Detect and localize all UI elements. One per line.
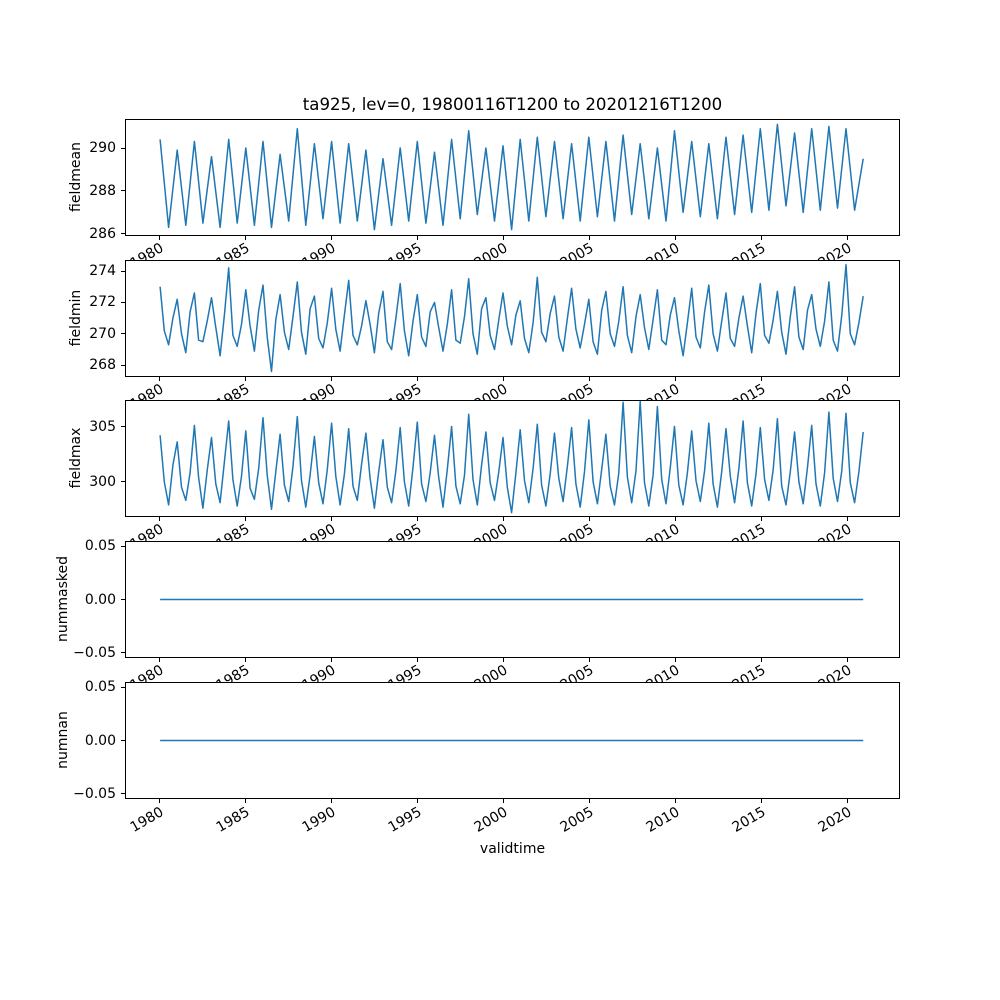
x-tick-label-clipped: 2020 xyxy=(815,240,855,260)
subplot-numnan: numnan 0.05 0.00 −0.05 1980 1985 1990 1995 200… xyxy=(0,679,1000,836)
x-tick-label: 1980 xyxy=(128,804,167,836)
x-tick-label: 2000 xyxy=(471,804,511,836)
x-tick-label-clipped: 2010 xyxy=(643,381,683,401)
x-tick-label: 1990 xyxy=(299,804,339,836)
subplot-fieldmax: fieldmax 300 305 1980 1985 1990 1995 2000 2005… xyxy=(0,400,1000,541)
subplot-nummasked: nummasked 0.05 0.00 −0.05 1980 1985 1990 1995… xyxy=(0,538,1000,682)
x-tick-label-clipped: 1990 xyxy=(299,662,339,682)
line-chart xyxy=(160,739,864,742)
x-tick-label-clipped: 1995 xyxy=(385,521,425,541)
line-series xyxy=(159,263,864,373)
x-tick-mark xyxy=(503,799,504,803)
subplot-fieldmin: fieldmin 268 270 272 274 1980 1985 1990 1995 20… xyxy=(0,260,1000,401)
x-tick-label-clipped: 2015 xyxy=(729,381,769,401)
line-series xyxy=(159,400,864,514)
line-chart xyxy=(160,598,864,601)
x-tick-label-clipped: 1985 xyxy=(213,521,253,541)
x-tick-mark xyxy=(245,799,247,803)
x-tick-label-clipped: 2020 xyxy=(815,662,855,682)
x-tick-label-clipped: 1980 xyxy=(128,662,167,682)
line-chart xyxy=(159,400,864,514)
x-tick-label-clipped: 1995 xyxy=(385,240,425,260)
x-tick-label-clipped: 2010 xyxy=(643,240,683,260)
x-tick-label-clipped: 1980 xyxy=(128,240,167,260)
line-chart xyxy=(159,123,864,231)
x-tick-label-clipped: 2005 xyxy=(557,662,597,682)
x-tick-label: 1985 xyxy=(213,804,253,836)
x-tick-label-clipped: 2005 xyxy=(557,521,597,541)
x-tick-mark xyxy=(417,799,419,803)
x-tick-label-clipped: 2020 xyxy=(815,381,855,401)
x-tick-mark xyxy=(674,799,676,803)
x-tick-label-clipped: 2010 xyxy=(643,521,683,541)
x-tick-label-clipped: 1990 xyxy=(299,521,339,541)
x-tick-label: 2015 xyxy=(729,804,769,836)
y-tick-label: −0.05 xyxy=(73,644,116,661)
x-tick-label-clipped: 2000 xyxy=(471,381,511,401)
x-tick-mark xyxy=(760,799,762,803)
x-tick-label: 2010 xyxy=(643,804,683,836)
x-tick-mark xyxy=(331,799,333,803)
x-axis-label: validtime xyxy=(479,841,546,857)
figure-title: ta925, lev=0, 19800116T1200 to 20201216T… xyxy=(302,95,723,114)
x-tick-label-clipped: 1985 xyxy=(213,662,253,682)
x-tick-label: 1995 xyxy=(385,804,425,836)
x-tick-label-clipped: 1985 xyxy=(213,381,253,401)
x-tick-label-clipped: 1995 xyxy=(385,662,425,682)
x-tick-label-clipped: 1980 xyxy=(128,381,167,401)
x-tick-label-clipped: 1985 xyxy=(213,240,253,260)
x-tick-label: 2005 xyxy=(557,804,597,836)
x-tick-label-clipped: 1980 xyxy=(128,521,167,541)
y-tick-label: 0.00 xyxy=(84,732,116,749)
line-series xyxy=(159,123,864,231)
line-chart xyxy=(159,263,864,373)
x-tick-mark xyxy=(589,799,590,803)
x-tick-label-clipped: 2000 xyxy=(471,662,511,682)
x-tick-label-clipped: 2015 xyxy=(729,662,769,682)
x-tick-label: 2020 xyxy=(815,804,855,836)
x-tick-label-clipped: 2005 xyxy=(557,240,597,260)
x-tick-label-clipped: 2020 xyxy=(815,521,855,541)
x-tick-label-clipped: 1995 xyxy=(385,381,425,401)
x-tick-mark xyxy=(159,799,161,803)
x-tick-label-clipped: 2010 xyxy=(643,662,683,682)
subplot-fieldmean: fieldmean 286 288 290 1980 1985 1990 1995 2000… xyxy=(0,119,1000,260)
x-tick-labels-clipped: 1980 1985 1990 1995 2000 2005 2010 2015 2020 xyxy=(0,520,1000,541)
x-tick-labels-clipped: 1980 1985 1990 1995 2000 2005 2010 2015 2020 xyxy=(0,661,1000,682)
x-tick-label-clipped: 2015 xyxy=(729,240,769,260)
x-tick-label-clipped: 1990 xyxy=(299,240,339,260)
x-tick-label-clipped: 2005 xyxy=(557,381,597,401)
y-tick-label: −0.05 xyxy=(73,785,116,802)
x-tick-labels-clipped: 1980 1985 1990 1995 2000 2005 2010 2015 2020 xyxy=(0,239,1000,260)
x-tick-label-clipped: 2015 xyxy=(729,521,769,541)
x-tick-mark xyxy=(846,799,848,803)
x-tick-labels-clipped: 1980 1985 1990 1995 2000 2005 2010 2015 2020 xyxy=(0,380,1000,401)
x-tick-label-clipped: 2000 xyxy=(471,240,511,260)
y-tick-label: 0.00 xyxy=(84,591,116,608)
x-tick-label-clipped: 2000 xyxy=(471,521,511,541)
x-tick-label-clipped: 1990 xyxy=(299,381,339,401)
